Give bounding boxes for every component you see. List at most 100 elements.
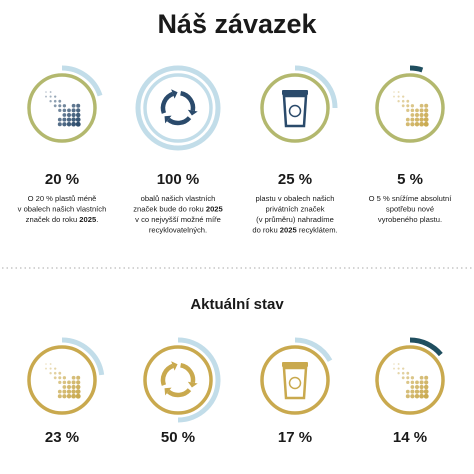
icon-dot <box>419 375 424 380</box>
icon-dot <box>397 372 400 375</box>
icon-arrow <box>180 363 196 383</box>
icon-dot <box>75 121 81 127</box>
icon-dot <box>57 394 62 399</box>
icon-dot <box>67 113 71 117</box>
icon-dot <box>423 121 429 127</box>
icon-dot <box>419 108 424 113</box>
icon-dot <box>410 385 415 389</box>
icon-dot <box>67 380 71 385</box>
icon-dot <box>71 108 76 113</box>
ring <box>27 73 97 143</box>
icon-badge <box>288 376 302 390</box>
title: Náš závazek <box>157 9 317 39</box>
icon-dot <box>57 389 62 394</box>
icon-dot <box>410 376 415 380</box>
description-line: v co nejvyšší možné míře <box>135 215 221 224</box>
progress-arc <box>294 65 338 109</box>
icon-dot <box>410 389 415 394</box>
icon-dot <box>415 385 419 389</box>
icon-dot <box>419 117 424 122</box>
icon-dot <box>415 113 419 117</box>
icon-dot <box>401 371 405 375</box>
icon-badge <box>288 104 302 118</box>
text-segment: recyklovatelných. <box>149 226 207 235</box>
icon-dot <box>45 363 47 365</box>
icon-dot <box>397 95 400 98</box>
icon-dot <box>58 108 62 113</box>
ring <box>260 73 330 143</box>
text-segment: značek do roku <box>26 215 80 224</box>
icon-dot <box>397 91 400 93</box>
icon-dot <box>405 394 410 399</box>
progress-arc <box>61 337 105 376</box>
icon-dot <box>58 104 62 108</box>
text-segment: plastu v obalech našich <box>256 194 335 203</box>
icon-dot <box>406 380 410 385</box>
icon-dot <box>62 104 67 108</box>
description-line: O 5 % snížíme absolutní <box>369 194 453 203</box>
description-line: značek do roku 2025. <box>26 215 99 224</box>
icon-dot <box>75 384 81 390</box>
badge <box>375 337 445 415</box>
icon-dot <box>419 380 424 385</box>
text-segment: spotřebu nové <box>386 205 434 214</box>
percentage: 25 % <box>278 171 312 188</box>
description-line: v obalech našich vlastních <box>18 205 107 214</box>
icon-arrowhead <box>187 381 198 388</box>
badge <box>260 337 333 415</box>
text-segment: O 5 % snížíme absolutní <box>369 194 453 203</box>
icon-dot <box>410 122 415 127</box>
icon-dot <box>71 112 76 118</box>
icon-lid <box>282 362 308 367</box>
icon-dot <box>71 384 76 390</box>
icon-dot <box>424 380 429 385</box>
icon-arrow <box>160 363 174 386</box>
ring <box>27 345 97 415</box>
text-segment: . <box>96 215 98 224</box>
text-segment: v obalech našich vlastních <box>18 205 107 214</box>
ring <box>375 73 445 143</box>
icon-dot <box>53 99 57 103</box>
icon-dot <box>49 363 52 365</box>
icon-dot <box>76 375 81 380</box>
icon-dot <box>415 380 419 385</box>
icon-dot <box>58 380 62 385</box>
icon-dot <box>67 108 71 113</box>
icon-dot <box>410 104 415 108</box>
description-line: vyrobeného plastu. <box>378 215 442 224</box>
icon-dot <box>58 376 62 380</box>
icon-dot <box>419 389 424 394</box>
icon-dot <box>53 371 57 375</box>
icon-dot <box>397 367 400 370</box>
icon-dot <box>402 367 405 370</box>
icon-arrowhead <box>171 89 178 99</box>
icon-dot <box>393 367 395 370</box>
percentage: 20 % <box>45 171 79 188</box>
icon-dot <box>402 95 405 98</box>
icon-dot <box>57 122 62 127</box>
icon-dot <box>397 363 400 365</box>
progress-arc <box>409 337 443 357</box>
icon-dot <box>410 113 415 117</box>
icon-dot <box>45 367 47 370</box>
icon-dot <box>62 380 67 385</box>
icon-dot <box>66 117 72 122</box>
icon-dot <box>423 117 429 122</box>
icon-dot <box>66 389 72 394</box>
badge <box>375 65 445 143</box>
text-segment: privátních značek <box>265 205 324 214</box>
ring <box>143 73 213 143</box>
ring <box>260 345 330 415</box>
icon-dot <box>49 95 52 98</box>
icon-dot <box>405 122 410 127</box>
percentage: 14 % <box>393 429 427 446</box>
ring <box>375 345 445 415</box>
icon-dot <box>76 103 81 108</box>
icon-lid <box>282 90 308 95</box>
progress-arc <box>61 65 103 97</box>
icon-dot <box>419 112 424 118</box>
icon-arrowhead <box>164 387 172 396</box>
icon-dot <box>406 371 410 375</box>
icon-dot <box>71 117 76 122</box>
icon-dot <box>401 99 405 103</box>
